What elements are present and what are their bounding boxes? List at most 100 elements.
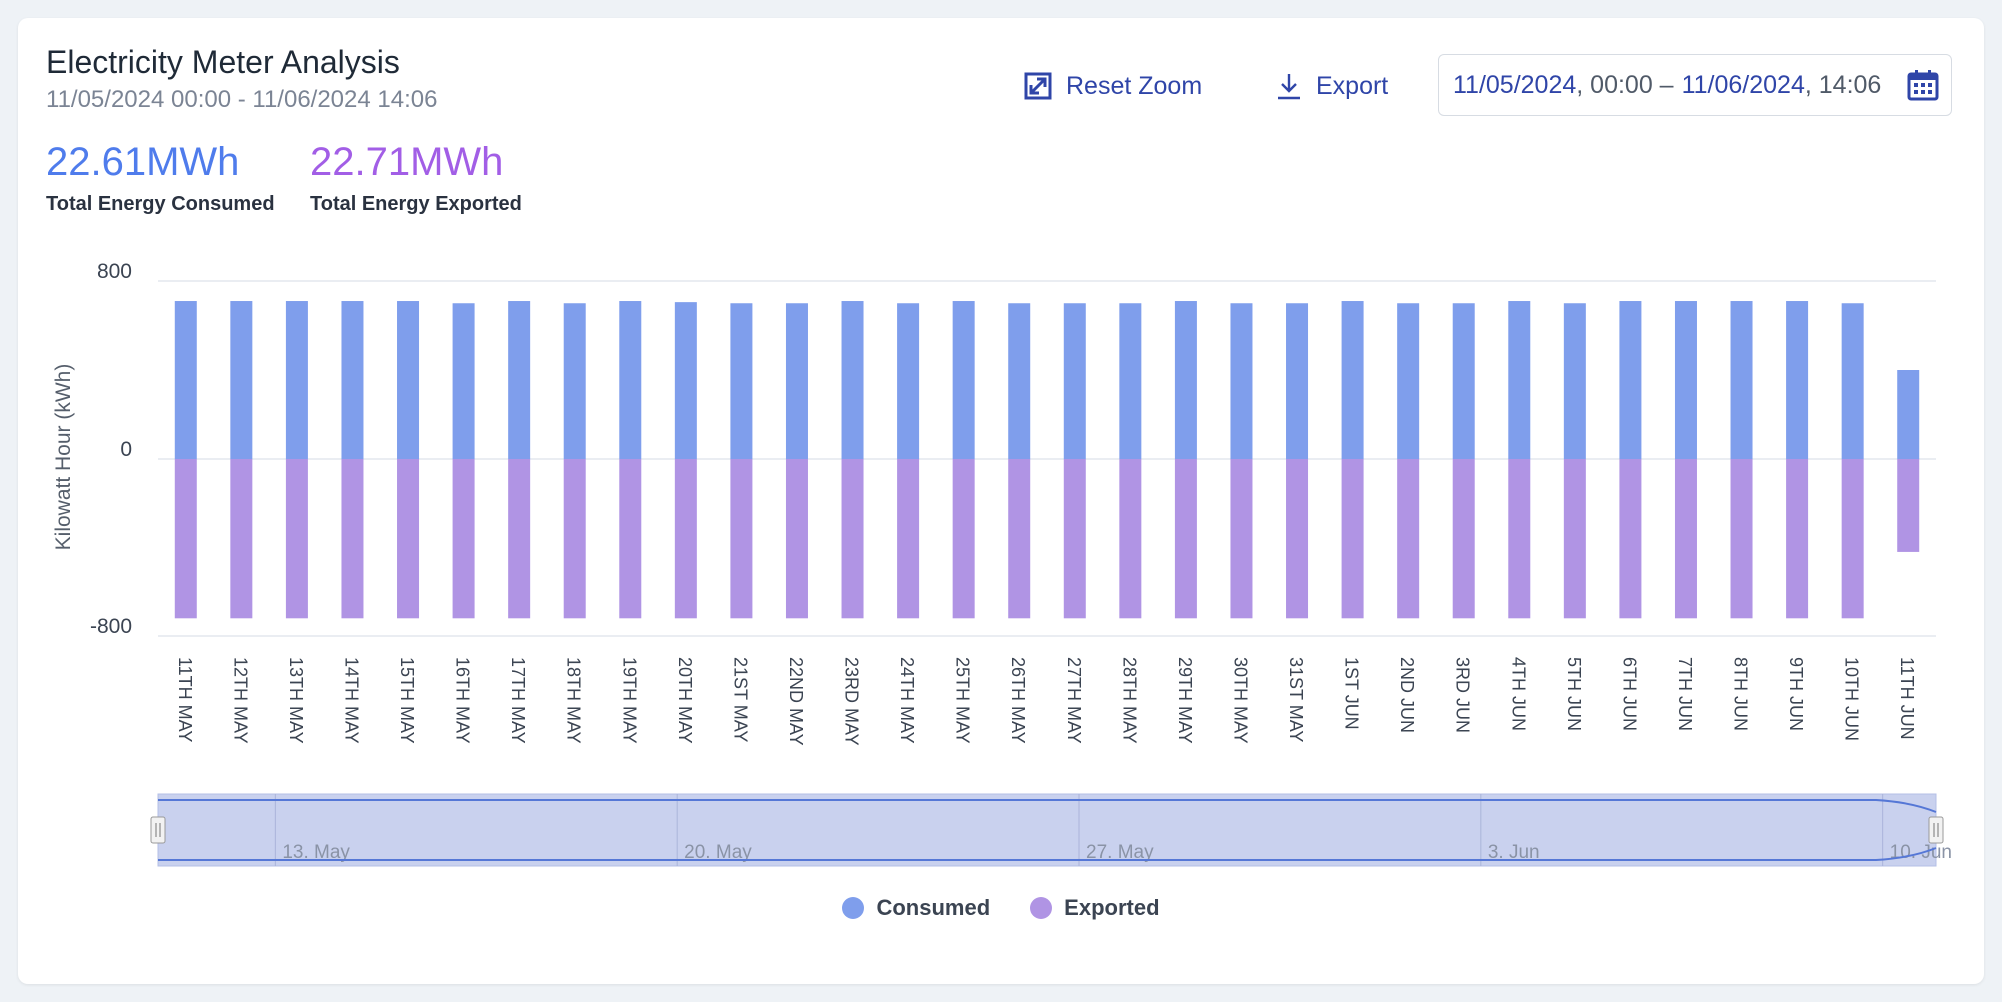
calendar-icon[interactable] xyxy=(1907,69,1939,108)
bar-consumed[interactable] xyxy=(1341,301,1364,459)
bar-consumed[interactable] xyxy=(1063,303,1086,459)
bar-consumed[interactable] xyxy=(1508,301,1531,459)
navigator-window[interactable] xyxy=(157,793,1937,867)
bar-exported[interactable] xyxy=(1174,459,1197,619)
bar-consumed[interactable] xyxy=(730,303,753,459)
bar-exported[interactable] xyxy=(285,459,308,619)
bar-exported[interactable] xyxy=(619,459,642,619)
bar-exported[interactable] xyxy=(897,459,920,619)
bar-consumed[interactable] xyxy=(285,301,308,459)
total-consumed-label: Total Energy Consumed xyxy=(46,193,275,215)
bar-exported[interactable] xyxy=(730,459,753,619)
date-range-picker[interactable]: 11/05/2024 , 00:00 – 11/06/2024 , 14:06 xyxy=(1438,54,1952,116)
chart-legend: Consumed Exported xyxy=(0,895,2002,921)
date-range-subtitle: 11/05/2024 00:00 - 11/06/2024 14:06 xyxy=(46,86,438,113)
x-tick-label: 2ND JUN xyxy=(1397,657,1417,733)
navigator-right-handle[interactable] xyxy=(1928,816,1944,844)
bar-exported[interactable] xyxy=(841,459,864,619)
bar-consumed[interactable] xyxy=(1786,301,1809,459)
x-tick-label: 6TH JUN xyxy=(1619,657,1639,731)
bar-consumed[interactable] xyxy=(341,301,364,459)
bar-consumed[interactable] xyxy=(674,302,697,459)
bar-consumed[interactable] xyxy=(1119,303,1142,459)
bar-exported[interactable] xyxy=(1230,459,1253,619)
legend-exported-label: Exported xyxy=(1064,895,1160,920)
x-tick-label: 15TH MAY xyxy=(397,657,417,744)
bar-exported[interactable] xyxy=(1897,459,1920,552)
bar-consumed[interactable] xyxy=(1397,303,1420,459)
x-tick-label: 18TH MAY xyxy=(564,657,584,744)
reset-zoom-button[interactable]: Reset Zoom xyxy=(1024,66,1202,106)
x-tick-label: 13TH MAY xyxy=(286,657,306,744)
page-title: Electricity Meter Analysis xyxy=(46,44,400,80)
bar-consumed[interactable] xyxy=(563,303,586,459)
bar-exported[interactable] xyxy=(1008,459,1031,619)
bar-consumed[interactable] xyxy=(397,301,420,459)
bar-exported[interactable] xyxy=(1508,459,1531,619)
x-tick-label: 9TH JUN xyxy=(1786,657,1806,731)
bar-consumed[interactable] xyxy=(508,301,531,459)
bar-exported[interactable] xyxy=(1841,459,1864,619)
navigator-date-label: 3. Jun xyxy=(1488,842,1540,863)
bar-exported[interactable] xyxy=(452,459,475,619)
bar-exported[interactable] xyxy=(230,459,253,619)
bar-exported[interactable] xyxy=(1452,459,1475,619)
bar-exported[interactable] xyxy=(1397,459,1420,619)
bar-exported[interactable] xyxy=(785,459,808,619)
x-tick-label: 14TH MAY xyxy=(341,657,361,744)
export-button[interactable]: Export xyxy=(1276,66,1388,106)
bar-consumed[interactable] xyxy=(897,303,920,459)
bar-consumed[interactable] xyxy=(1619,301,1642,459)
navigator-left-handle[interactable] xyxy=(150,816,166,844)
bar-consumed[interactable] xyxy=(1563,303,1586,459)
x-tick-label: 28TH MAY xyxy=(1119,657,1139,744)
bar-exported[interactable] xyxy=(1063,459,1086,619)
bar-exported[interactable] xyxy=(1341,459,1364,619)
x-tick-label: 10TH JUN xyxy=(1842,657,1862,741)
x-tick-label: 27TH MAY xyxy=(1064,657,1084,744)
bar-exported[interactable] xyxy=(1730,459,1753,619)
bar-exported[interactable] xyxy=(1286,459,1309,619)
bar-consumed[interactable] xyxy=(952,301,975,459)
bar-consumed[interactable] xyxy=(1452,303,1475,459)
bar-exported[interactable] xyxy=(1119,459,1142,619)
bar-consumed[interactable] xyxy=(230,301,253,459)
legend-consumed[interactable]: Consumed xyxy=(842,895,990,921)
x-tick-label: 22ND MAY xyxy=(786,657,806,746)
bar-exported[interactable] xyxy=(1786,459,1809,619)
bar-exported[interactable] xyxy=(1563,459,1586,619)
x-tick-label: 4TH JUN xyxy=(1508,657,1528,731)
bar-consumed[interactable] xyxy=(785,303,808,459)
bar-consumed[interactable] xyxy=(1897,370,1920,459)
bar-exported[interactable] xyxy=(952,459,975,619)
navigator-date-label: 20. May xyxy=(684,842,752,863)
bar-exported[interactable] xyxy=(508,459,531,619)
navigator-date-label: 13. May xyxy=(282,842,350,863)
bar-consumed[interactable] xyxy=(1730,301,1753,459)
bar-exported[interactable] xyxy=(174,459,197,619)
bar-exported[interactable] xyxy=(674,459,697,619)
bar-consumed[interactable] xyxy=(174,301,197,459)
bar-consumed[interactable] xyxy=(841,301,864,459)
bar-consumed[interactable] xyxy=(1008,303,1031,459)
legend-exported[interactable]: Exported xyxy=(1030,895,1160,921)
bar-consumed[interactable] xyxy=(619,301,642,459)
bar-exported[interactable] xyxy=(341,459,364,619)
bar-exported[interactable] xyxy=(1674,459,1697,619)
bar-exported[interactable] xyxy=(1619,459,1642,619)
bar-exported[interactable] xyxy=(563,459,586,619)
bar-consumed[interactable] xyxy=(1174,301,1197,459)
start-date: 11/05/2024 xyxy=(1453,70,1577,99)
bar-consumed[interactable] xyxy=(1230,303,1253,459)
bar-consumed[interactable] xyxy=(1841,303,1864,459)
x-tick-label: 20TH MAY xyxy=(675,657,695,744)
total-consumed-value: 22.61MWh xyxy=(46,140,240,184)
export-label: Export xyxy=(1316,71,1389,100)
bar-consumed[interactable] xyxy=(452,303,475,459)
bar-consumed[interactable] xyxy=(1674,301,1697,459)
bar-consumed[interactable] xyxy=(1286,303,1309,459)
start-time: , 00:00 – xyxy=(1576,70,1674,99)
bar-exported[interactable] xyxy=(397,459,420,619)
navigator-exported-line xyxy=(158,847,1937,861)
